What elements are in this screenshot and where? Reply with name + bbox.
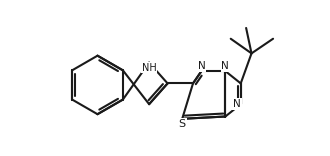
Text: S: S xyxy=(179,119,186,129)
Text: N: N xyxy=(221,61,229,71)
Text: N: N xyxy=(233,99,241,109)
Text: N: N xyxy=(198,61,205,71)
Text: NH: NH xyxy=(142,63,156,73)
